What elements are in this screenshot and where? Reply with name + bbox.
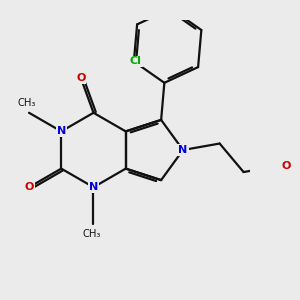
Text: N: N: [89, 182, 98, 192]
Text: CH₃: CH₃: [18, 98, 36, 108]
Text: O: O: [76, 73, 86, 83]
Text: CH₃: CH₃: [82, 229, 101, 239]
Text: O: O: [24, 182, 34, 192]
Text: N: N: [57, 126, 66, 136]
Text: O: O: [281, 160, 290, 171]
Text: Cl: Cl: [130, 56, 142, 67]
Text: N: N: [178, 145, 188, 155]
